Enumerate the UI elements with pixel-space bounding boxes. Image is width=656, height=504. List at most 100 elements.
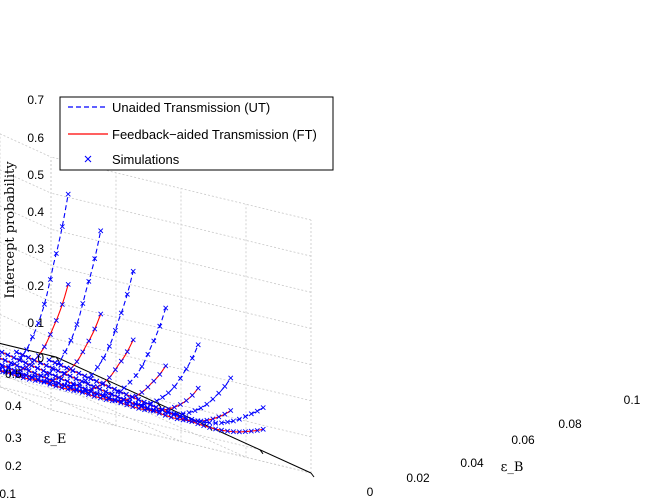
simulation-marker	[151, 338, 157, 344]
simulation-marker-stroke	[35, 365, 41, 371]
simulation-marker	[0, 355, 2, 361]
simulation-marker	[65, 191, 71, 197]
simulation-marker-stroke	[189, 355, 195, 361]
simulation-marker-stroke	[248, 428, 254, 434]
simulation-marker-stroke	[58, 376, 64, 382]
simulation-marker	[198, 405, 204, 411]
simulation-marker-stroke	[112, 367, 118, 373]
simulation-marker-stroke	[25, 354, 31, 361]
legend-label-simulations: Simulations	[112, 152, 180, 167]
simulation-marker	[195, 342, 201, 348]
simulation-marker	[138, 404, 144, 410]
simulation-marker-stroke	[139, 363, 145, 370]
floor-grid-line	[0, 372, 117, 427]
simulation-marker-stroke	[151, 338, 157, 344]
simulation-marker	[228, 407, 234, 414]
simulation-marker-stroke	[88, 388, 94, 394]
simulation-marker	[37, 360, 43, 366]
simulation-marker-stroke	[133, 393, 139, 399]
simulation-marker	[82, 373, 88, 379]
simulation-marker	[79, 378, 85, 384]
simulation-marker-stroke	[43, 362, 49, 369]
simulation-marker	[88, 376, 94, 382]
simulation-marker-stroke	[65, 281, 71, 287]
simulation-marker-stroke	[100, 381, 106, 387]
simulation-marker	[192, 408, 198, 414]
simulation-marker	[130, 268, 136, 274]
ft-curve	[16, 351, 232, 422]
simulation-marker	[32, 370, 38, 376]
x-tick-mark	[310, 472, 315, 478]
simulation-marker-stroke	[145, 351, 151, 357]
simulation-marker-stroke	[31, 357, 37, 363]
simulation-marker-stroke	[147, 402, 153, 408]
simulation-marker-stroke	[100, 393, 106, 399]
simulation-marker-stroke	[62, 382, 68, 388]
y-tick-label: 0.2	[5, 459, 22, 473]
simulation-marker-stroke	[85, 381, 91, 387]
simulation-marker	[145, 384, 151, 390]
simulation-marker	[171, 384, 177, 390]
simulation-marker	[82, 386, 88, 392]
simulation-marker-stroke	[218, 420, 225, 426]
simulation-marker-stroke	[35, 320, 42, 326]
simulation-marker-stroke	[17, 357, 23, 363]
simulation-marker-stroke	[189, 392, 195, 398]
simulation-marker	[46, 370, 53, 376]
simulation-marker	[254, 427, 260, 434]
simulation-marker	[100, 381, 106, 387]
floor-grid-line	[0, 344, 247, 458]
simulation-marker-stroke	[0, 367, 3, 370]
simulation-marker-stroke	[20, 365, 26, 371]
simulation-marker	[141, 399, 147, 405]
simulation-marker-stroke	[204, 401, 210, 407]
simulation-marker	[17, 370, 23, 376]
simulation-marker	[171, 412, 177, 418]
simulation-marker-stroke	[8, 371, 14, 377]
simulation-marker	[73, 376, 79, 382]
simulation-marker-stroke	[150, 408, 156, 414]
simulation-marker-stroke	[11, 355, 17, 361]
simulation-marker-stroke	[195, 342, 201, 348]
simulation-marker	[61, 370, 67, 376]
simulation-marker	[5, 365, 11, 371]
simulation-marker	[92, 326, 98, 332]
simulation-marker-stroke	[141, 399, 147, 405]
simulation-marker	[92, 256, 98, 262]
simulation-marker-stroke	[91, 383, 97, 390]
simulation-marker	[20, 365, 26, 371]
z-tick-label: 0.7	[27, 93, 44, 107]
simulation-marker-stroke	[154, 398, 160, 404]
simulation-marker-stroke	[2, 369, 9, 375]
simulation-marker	[43, 362, 49, 369]
simulation-marker-stroke	[109, 391, 115, 397]
curve-layer	[0, 191, 266, 435]
simulation-marker	[118, 310, 124, 316]
wall-grid-line	[50, 265, 312, 329]
simulation-marker-stroke	[55, 368, 61, 374]
wall-grid-line	[0, 386, 52, 411]
simulation-marker	[103, 389, 109, 395]
simulation-marker	[230, 418, 236, 424]
simulation-marker	[121, 396, 127, 402]
simulation-marker	[201, 419, 207, 425]
simulation-marker-stroke	[38, 373, 44, 379]
simulation-marker	[242, 429, 248, 435]
simulation-marker	[177, 413, 183, 419]
simulation-marker-stroke	[92, 256, 98, 262]
simulation-marker	[25, 354, 31, 361]
simulation-marker	[46, 357, 52, 363]
simulation-marker	[98, 228, 104, 234]
simulation-marker-stroke	[74, 321, 80, 328]
simulation-marker	[55, 368, 61, 374]
simulation-marker-stroke	[105, 384, 112, 390]
simulation-marker-stroke	[50, 378, 56, 384]
simulation-marker-stroke	[222, 383, 228, 389]
simulation-marker-stroke	[35, 377, 41, 383]
simulation-marker-stroke	[49, 365, 55, 371]
simulation-marker	[29, 374, 35, 380]
simulation-marker	[41, 379, 47, 385]
simulation-marker	[47, 331, 53, 338]
simulation-marker	[105, 384, 112, 390]
simulation-marker-stroke	[138, 403, 144, 409]
